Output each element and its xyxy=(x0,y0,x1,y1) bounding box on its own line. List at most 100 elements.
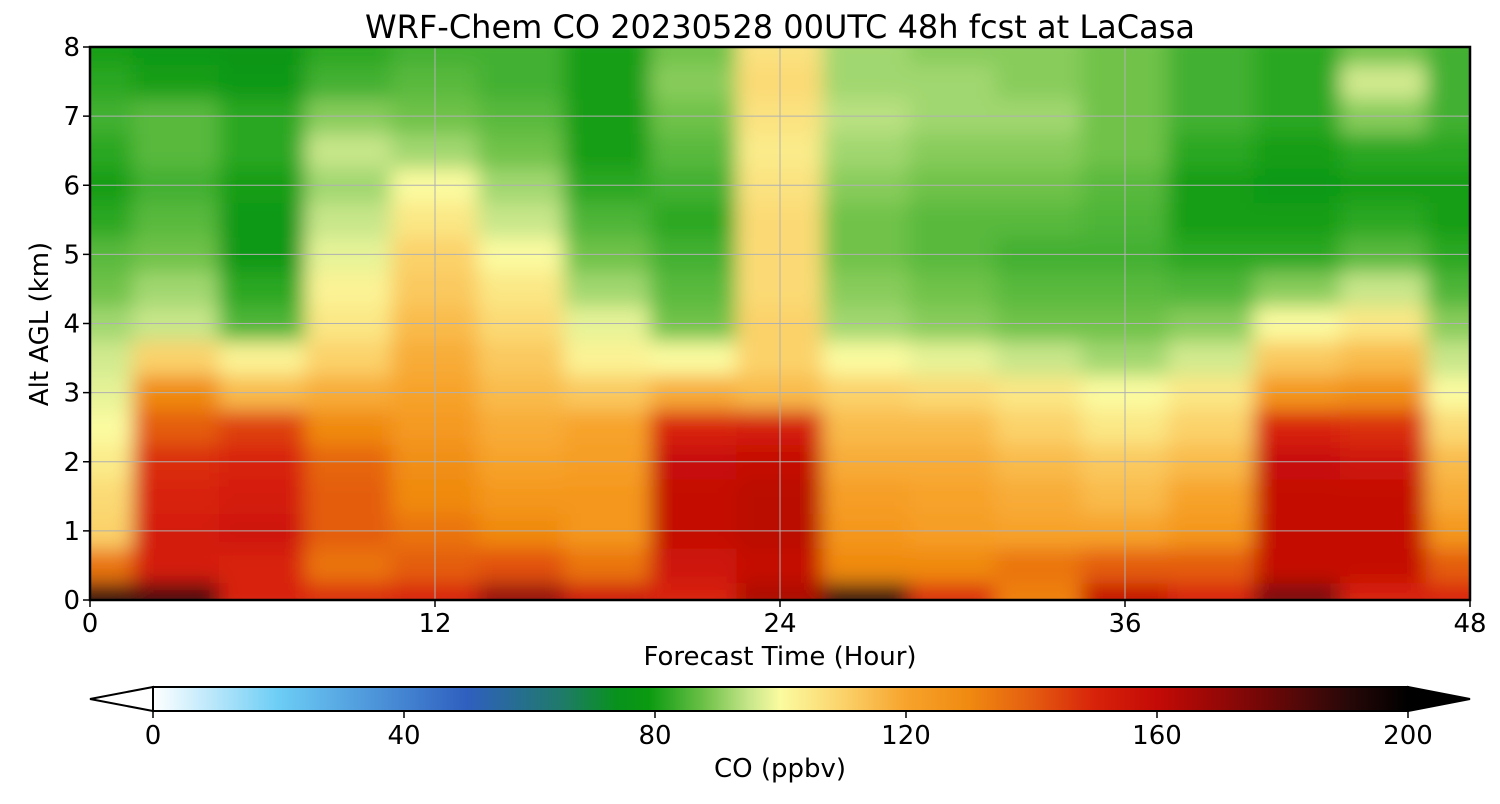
heatmap-cell xyxy=(1426,409,1470,445)
x-tick-label: 12 xyxy=(418,609,451,639)
y-tick-label: 5 xyxy=(63,240,80,270)
heatmap-cell xyxy=(995,271,1083,307)
heatmap-cell xyxy=(650,47,738,65)
heatmap-cell xyxy=(822,340,910,376)
colorbar: 0 40 80 120 160 200 CO (ppbv) xyxy=(89,685,1471,784)
heatmap-cell xyxy=(1340,47,1428,65)
heatmap-cell xyxy=(90,582,134,600)
heatmap-cell xyxy=(1167,478,1255,515)
heatmap-cell xyxy=(305,47,393,65)
heatmap-cell xyxy=(1253,271,1342,307)
heatmap-cell xyxy=(90,547,134,584)
heatmap-cell xyxy=(650,63,738,100)
heatmap-cell xyxy=(132,47,220,65)
heatmap-cell xyxy=(305,132,393,169)
heatmap-cell xyxy=(908,340,997,376)
heatmap-cell xyxy=(477,132,565,169)
heatmap-cell xyxy=(1340,547,1428,584)
heatmap-cell xyxy=(908,478,997,515)
heatmap-cell xyxy=(132,63,220,100)
heatmap-cell xyxy=(1167,547,1255,584)
heatmap-cell xyxy=(822,271,910,307)
x-tick-label: 0 xyxy=(82,609,99,639)
heatmap-cell xyxy=(305,271,393,307)
heatmap-cell xyxy=(650,478,738,515)
heatmap-cell xyxy=(563,478,652,515)
heatmap-cell xyxy=(563,547,652,584)
plot-area xyxy=(88,45,1472,602)
x-tick-label: 24 xyxy=(763,609,796,639)
heatmap-cell xyxy=(995,202,1083,238)
heatmap-cell xyxy=(1426,582,1470,600)
heatmap-cell xyxy=(1426,47,1470,65)
colorbar-ticks: 0 40 80 120 160 200 xyxy=(145,711,1433,751)
heatmap-cell xyxy=(1167,409,1255,445)
heatmap-cell xyxy=(305,202,393,238)
heatmap-cell xyxy=(218,132,307,169)
heatmap-cell xyxy=(650,409,738,445)
heatmap-cell xyxy=(477,47,565,65)
heatmap-cell xyxy=(908,271,997,307)
heatmap-cell xyxy=(1426,132,1470,169)
heatmap-cell xyxy=(908,132,997,169)
y-tick-label: 4 xyxy=(63,310,80,340)
heatmap-cell xyxy=(1253,340,1342,376)
heatmap-cell xyxy=(477,582,565,600)
heatmap-cell xyxy=(477,478,565,515)
heatmap-cell xyxy=(650,340,738,376)
x-tick-label: 48 xyxy=(1453,609,1486,639)
heatmap-cell xyxy=(1340,478,1428,515)
heatmap-cell xyxy=(90,202,134,238)
heatmap-cell xyxy=(563,132,652,169)
heatmap-cell xyxy=(822,202,910,238)
x-tick-label: 36 xyxy=(1108,609,1141,639)
heatmap-cell xyxy=(1167,47,1255,65)
heatmap-cell xyxy=(132,340,220,376)
heatmap-cell xyxy=(477,202,565,238)
heatmap-cell xyxy=(822,409,910,445)
heatmap-cell xyxy=(822,47,910,65)
heatmap-cell xyxy=(305,478,393,515)
heatmap-cell xyxy=(563,47,652,65)
heatmap-cell xyxy=(1167,202,1255,238)
heatmap-cell xyxy=(305,340,393,376)
colorbar-label: CO (ppbv) xyxy=(714,754,846,784)
heatmap-cell xyxy=(477,547,565,584)
heatmap-cell xyxy=(132,582,220,600)
heatmap-cell xyxy=(995,547,1083,584)
heatmap-cell xyxy=(563,582,652,600)
heatmap-cell xyxy=(132,202,220,238)
colorbar-tick-label: 160 xyxy=(1132,721,1182,751)
heatmap-cell xyxy=(477,271,565,307)
y-tick-label: 1 xyxy=(63,517,80,547)
heatmap-cell xyxy=(650,271,738,307)
y-tick-label: 2 xyxy=(63,448,80,478)
heatmap-cell xyxy=(1340,132,1428,169)
heatmap-cell xyxy=(1253,202,1342,238)
y-tick-label: 7 xyxy=(63,102,80,132)
heatmap-cell xyxy=(305,63,393,100)
heatmap-cell xyxy=(477,340,565,376)
heatmap-cell xyxy=(305,547,393,584)
colorbar-tick-label: 40 xyxy=(387,721,420,751)
heatmap-cell xyxy=(563,202,652,238)
heatmap-cell xyxy=(908,202,997,238)
heatmap-cell xyxy=(1340,582,1428,600)
colorbar-tick-label: 200 xyxy=(1383,721,1433,751)
heatmap-cell xyxy=(132,409,220,445)
heatmap-cell xyxy=(1340,340,1428,376)
heatmap-cell xyxy=(90,271,134,307)
heatmap-cell xyxy=(1426,340,1470,376)
heatmap-cell xyxy=(650,547,738,584)
grid-lines xyxy=(90,47,1470,600)
heatmap-cell xyxy=(1167,63,1255,100)
heatmap-cell xyxy=(1426,271,1470,307)
heatmap-cell xyxy=(305,409,393,445)
heatmap-cell xyxy=(1253,63,1342,100)
heatmap-cell xyxy=(822,478,910,515)
heatmap-cell xyxy=(1426,478,1470,515)
heatmap-cell xyxy=(90,132,134,169)
heatmap-cell xyxy=(218,409,307,445)
heatmap-cell xyxy=(132,547,220,584)
